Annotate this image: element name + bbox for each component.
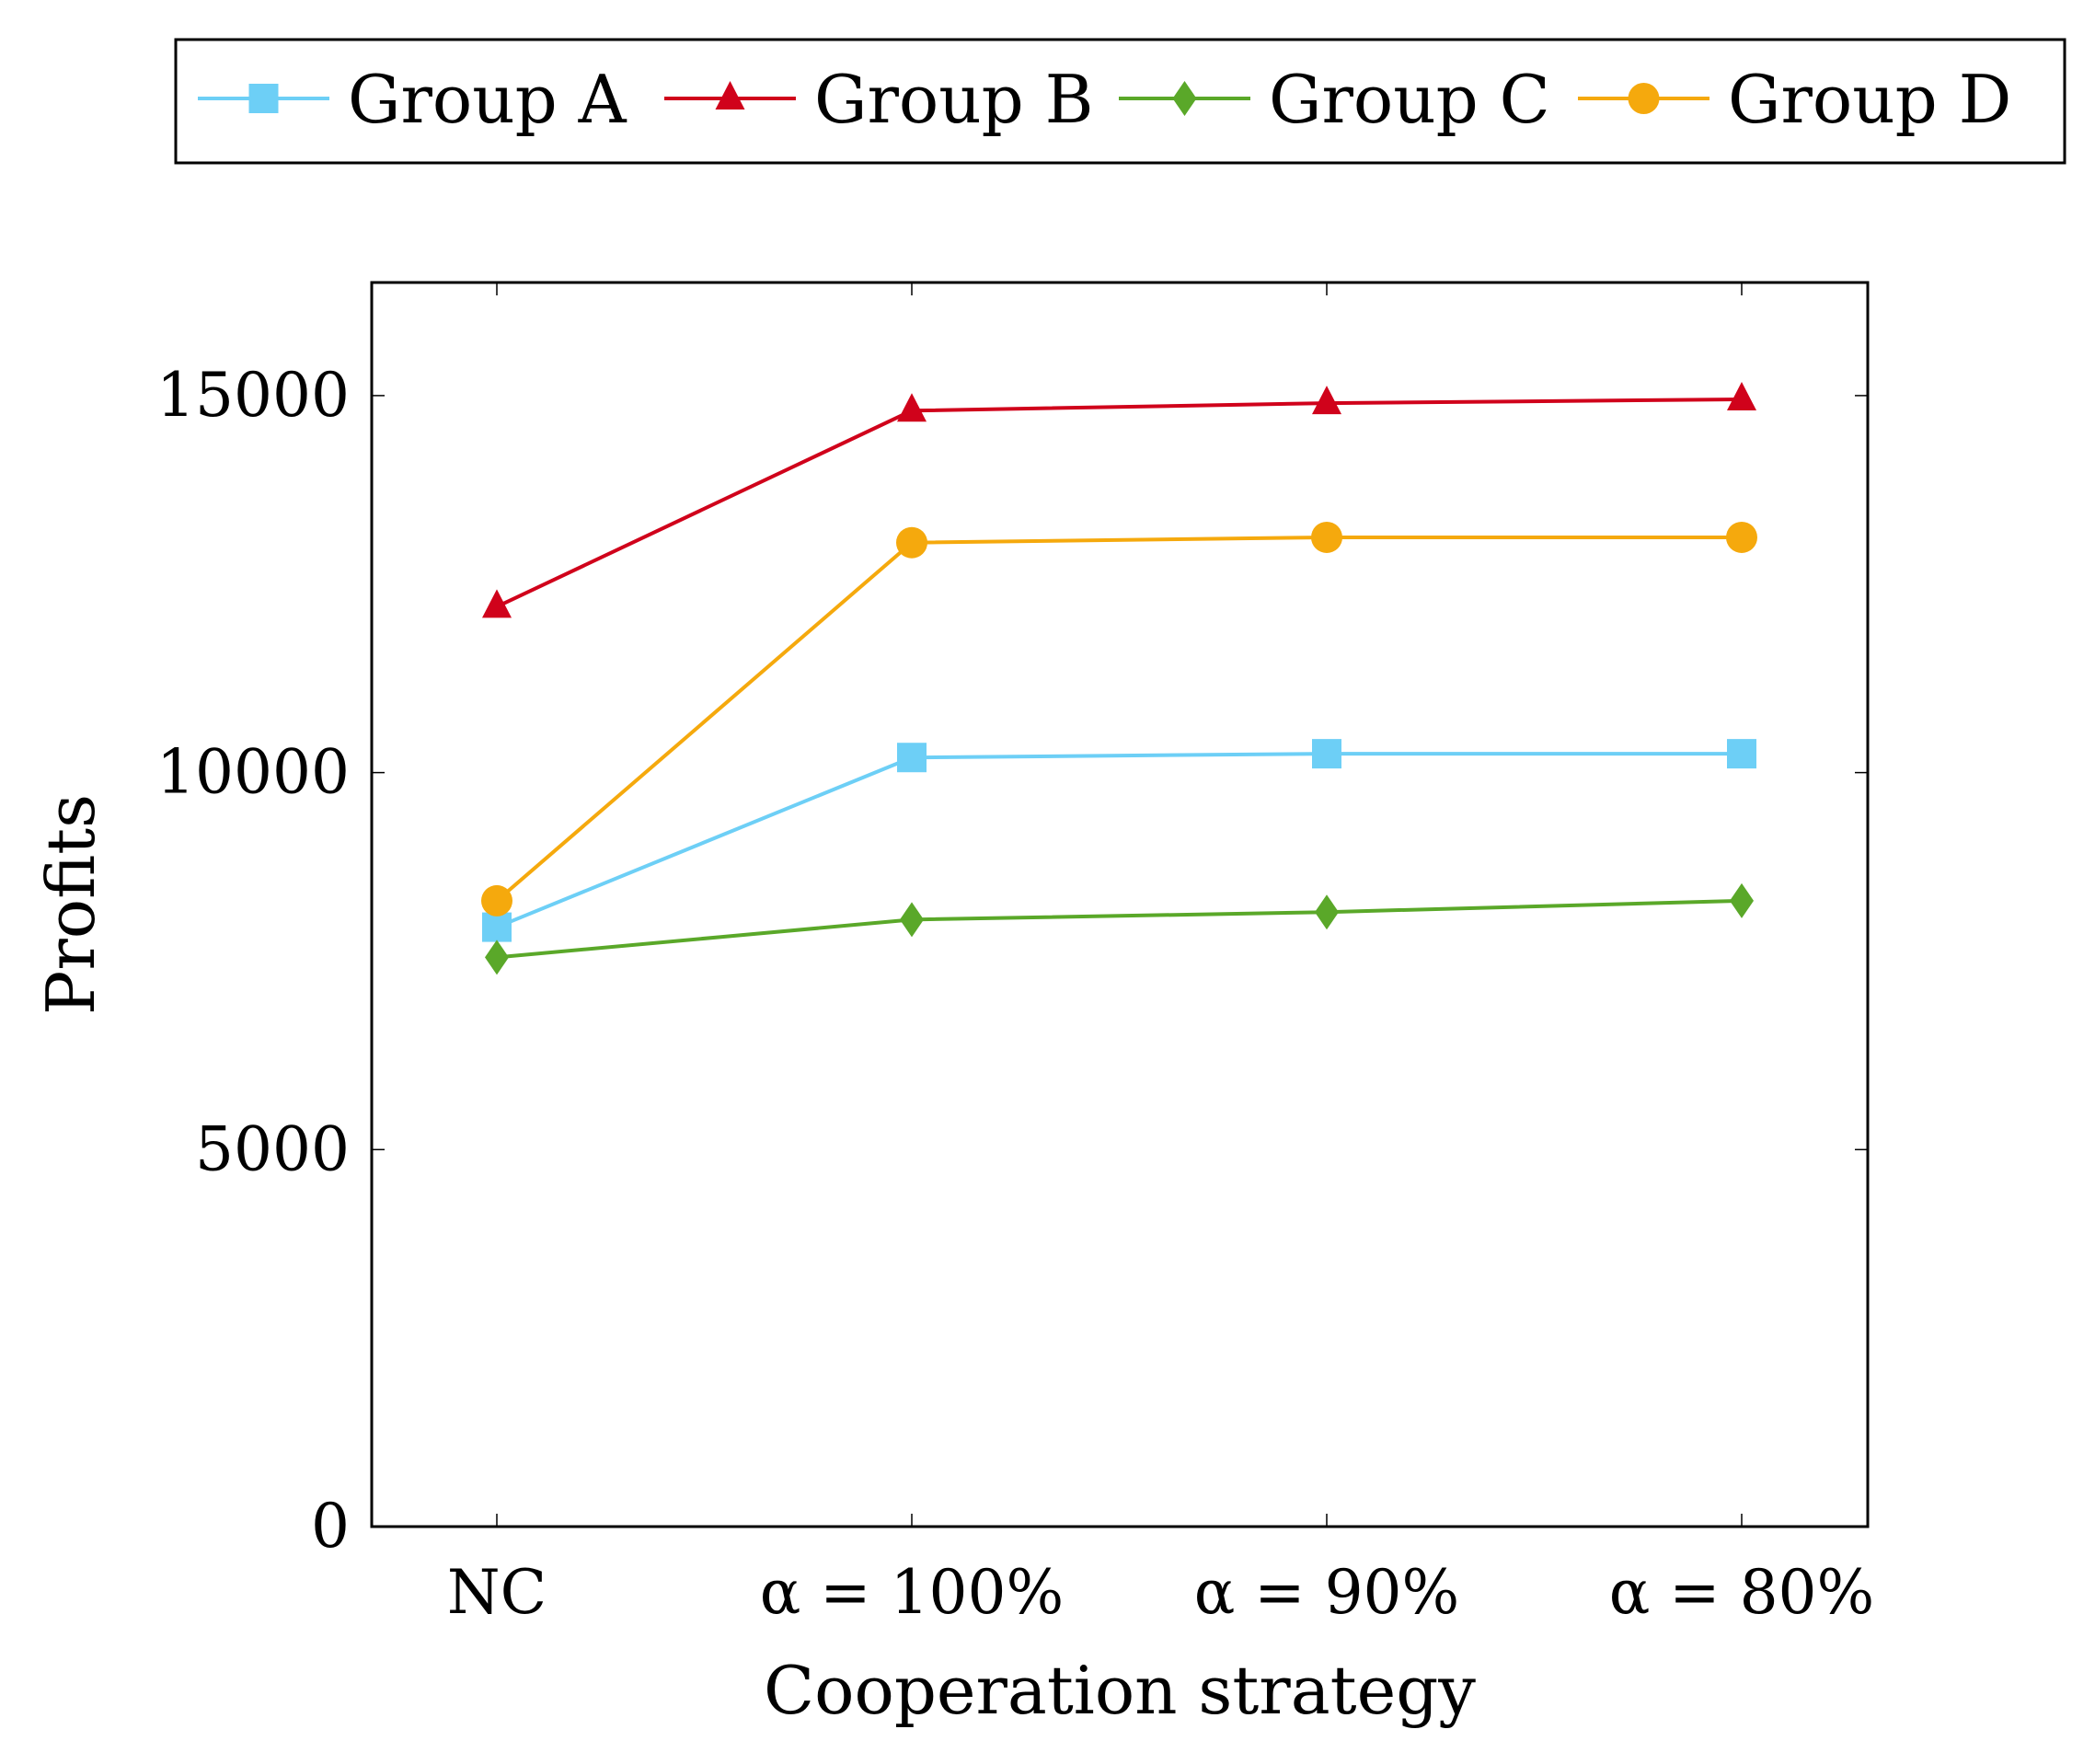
y-tick-label: 5000 [195,1113,350,1184]
data-point-group-a [482,912,512,942]
data-point-group-c [1730,882,1754,918]
legend-label-group-d: Group D [1728,61,2011,138]
x-axis-title: Cooperation strategy [764,1652,1476,1729]
x-tick-label: α = 90% [1194,1557,1460,1628]
data-point-group-c [900,902,924,938]
legend-marker-group-d [1628,83,1660,114]
data-point-group-c [485,940,509,975]
data-point-group-d [896,526,927,559]
x-tick-label: α = 80% [1609,1557,1875,1628]
x-tick-label: NC [447,1557,547,1628]
legend-marker-group-a [248,84,279,113]
data-point-group-b [897,393,927,422]
data-point-group-b [1312,386,1341,415]
legend-label-group-c: Group C [1269,61,1550,138]
legend-marker-group-c [1172,81,1197,116]
y-tick-labels: 0 5000 10000 15000 [156,360,350,1562]
series-line-group-c [496,898,1743,960]
data-point-group-a [897,743,927,773]
series-line-group-b [496,398,1743,609]
data-point-group-b [1727,382,1756,411]
legend-marker-group-a [248,84,279,113]
data-point-group-d [481,884,512,917]
legend-entry-group-a: Group A [198,61,627,138]
data-point-group-b [482,589,512,618]
series-line-group-d [495,535,1742,903]
series-line-group-a [496,752,1742,929]
x-tick-labels: NC α = 100% α = 90% α = 80% [447,1557,1874,1628]
data-point-group-d [1726,521,1757,553]
legend-entry-group-b: Group B [664,61,1094,138]
legend-marker-group-b [715,81,745,110]
data-point-group-d [1311,521,1342,553]
x-tick-label: α = 100% [760,1557,1065,1628]
plot-frame [370,281,1870,1528]
legend-entry-group-d: Group D [1578,61,2011,138]
legend: Group A Group B Group C Group D [174,38,2066,165]
y-tick-label: 0 [311,1491,350,1562]
legend-marker-group-d [1628,83,1660,114]
y-axis-title: Profits [32,794,109,1015]
y-tick-label: 10000 [156,737,350,808]
data-point-group-c [1315,894,1339,930]
legend-label-group-a: Group A [348,61,627,138]
legend-marker-group-c [1172,81,1197,116]
series-layer [481,382,1757,975]
legend-entry-group-c: Group C [1119,61,1550,138]
y-tick-label: 15000 [156,360,350,431]
legend-box [174,38,2066,165]
data-point-group-a [1312,739,1341,769]
legend-label-group-b: Group B [814,61,1094,138]
data-point-group-a [1727,739,1756,769]
legend-marker-group-b [715,81,745,110]
